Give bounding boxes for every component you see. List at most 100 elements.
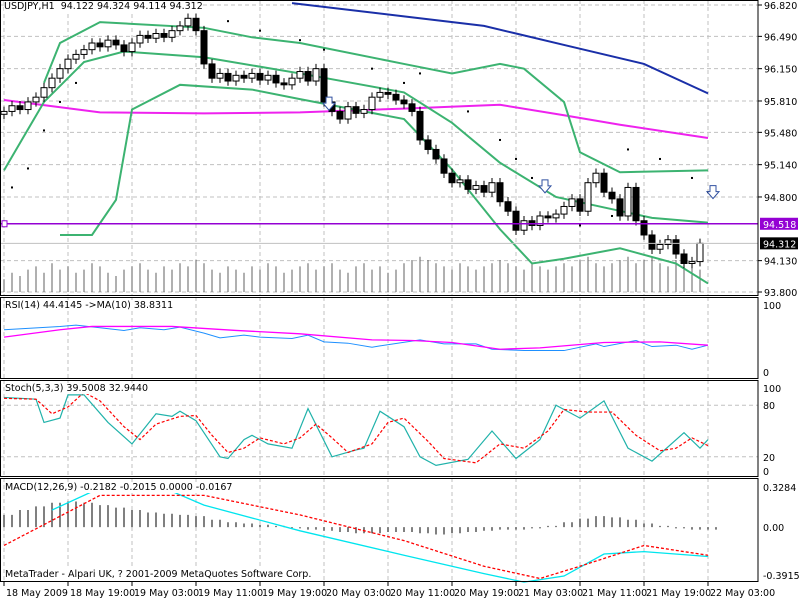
rsi-ma-line bbox=[3, 325, 709, 350]
down-arrow-icon bbox=[321, 96, 337, 111]
stoch-d-line bbox=[3, 391, 709, 464]
parabolic-sar-dot bbox=[27, 167, 29, 170]
parabolic-sar-dot bbox=[531, 176, 533, 179]
indicator-axis-label: 100 bbox=[763, 384, 781, 395]
bear-candle bbox=[120, 44, 128, 53]
bull-candle bbox=[288, 77, 296, 86]
bear-candle bbox=[616, 198, 624, 217]
bull-candle bbox=[456, 179, 464, 184]
open-value: 94.122 bbox=[60, 1, 94, 12]
x-tick-label: 21 May 03:00 bbox=[518, 588, 583, 599]
bull-candle bbox=[232, 74, 240, 82]
parabolic-sar-dot bbox=[579, 224, 581, 227]
indicator-axis-label: 0 bbox=[763, 368, 769, 379]
price-axis-label: 94.130 bbox=[764, 257, 797, 268]
down-arrow-icon bbox=[705, 185, 721, 200]
stoch-title: Stoch(5,3,3) 39.5008 32.9440 bbox=[5, 383, 149, 394]
pane-border bbox=[0, 478, 759, 582]
bull-candle bbox=[136, 34, 144, 44]
parabolic-sar-dot bbox=[659, 157, 661, 160]
bull-candle bbox=[152, 33, 160, 39]
bull-candle bbox=[184, 17, 192, 27]
bear-candle bbox=[336, 110, 344, 120]
parabolic-sar-dot bbox=[299, 39, 301, 42]
bull-candle bbox=[80, 49, 88, 55]
bear-candle bbox=[416, 110, 424, 141]
stoch-k-line bbox=[3, 394, 709, 467]
bull-candle bbox=[472, 185, 480, 190]
bear-candle bbox=[256, 72, 264, 81]
bollinger-lower bbox=[60, 83, 709, 285]
x-tick-label: 19 May 03:00 bbox=[134, 588, 199, 599]
bull-candle bbox=[376, 91, 384, 98]
bear-candle bbox=[608, 191, 616, 200]
indicator-axis-label: 80 bbox=[763, 401, 775, 412]
x-tick-label: 22 May 03:00 bbox=[710, 588, 775, 599]
bull-candle bbox=[168, 30, 176, 38]
indicator-axis-label: 20 bbox=[763, 453, 775, 464]
current-price-label: 94.312 bbox=[763, 239, 796, 250]
x-tick-label: 20 May 03:00 bbox=[326, 588, 391, 599]
pane-border bbox=[0, 0, 759, 296]
bear-candle bbox=[384, 91, 392, 95]
high-value: 94.324 bbox=[96, 1, 131, 12]
price-axis-label: 94.800 bbox=[764, 193, 797, 204]
bear-candle bbox=[504, 201, 512, 212]
parabolic-sar-dot bbox=[467, 110, 469, 113]
parabolic-sar-dot bbox=[259, 29, 261, 32]
bear-candle bbox=[672, 239, 680, 255]
bull-candle bbox=[88, 42, 96, 51]
horizontal-line-price: 94.518 bbox=[763, 220, 796, 231]
bear-candle bbox=[16, 105, 24, 111]
parabolic-sar-dot bbox=[323, 48, 325, 51]
bear-candle bbox=[352, 106, 360, 114]
bull-candle bbox=[592, 172, 600, 184]
parabolic-sar-dot bbox=[691, 176, 693, 179]
bull-candle bbox=[552, 213, 560, 219]
bear-candle bbox=[512, 210, 520, 231]
bear-candle bbox=[304, 71, 312, 82]
bear-candle bbox=[224, 72, 232, 82]
price-axis-label: 93.800 bbox=[764, 288, 797, 299]
bear-candle bbox=[424, 139, 432, 150]
bull-candle bbox=[568, 198, 576, 207]
horizontal-line-price-box bbox=[760, 217, 798, 230]
price-axis-label: 95.480 bbox=[764, 128, 797, 139]
bull-candle bbox=[48, 77, 56, 89]
bull-candle bbox=[24, 101, 32, 111]
indicator-axis-label: 0 bbox=[763, 467, 769, 478]
bull-candle bbox=[0, 110, 8, 115]
indicator-axis-label: -0.3915 bbox=[763, 571, 800, 582]
bull-candle bbox=[664, 239, 672, 245]
bear-candle bbox=[648, 234, 656, 250]
x-tick-label: 21 May 19:00 bbox=[646, 588, 711, 599]
bear-candle bbox=[632, 186, 640, 222]
bear-candle bbox=[272, 74, 280, 84]
bear-candle bbox=[600, 172, 608, 193]
bear-candle bbox=[280, 82, 288, 86]
price-axis-label: 96.820 bbox=[764, 1, 797, 12]
bull-candle bbox=[32, 96, 40, 103]
bull-candle bbox=[344, 106, 352, 120]
bear-candle bbox=[480, 185, 488, 193]
x-tick-label: 18 May 19:00 bbox=[70, 588, 135, 599]
bull-candle bbox=[248, 72, 256, 79]
down-arrow-icon bbox=[537, 179, 553, 194]
moving-average-slow bbox=[291, 2, 709, 95]
rsi-line bbox=[3, 324, 709, 352]
bear-candle bbox=[408, 103, 416, 112]
bull-candle bbox=[488, 182, 496, 193]
price-axis-label: 95.140 bbox=[764, 161, 797, 172]
macd-signal-line bbox=[3, 494, 709, 580]
price-axis-label: 96.150 bbox=[764, 65, 797, 76]
bull-candle bbox=[536, 215, 544, 226]
pane-border bbox=[0, 297, 759, 379]
copyright-text: MetaTrader - Alpari UK, ? 2001-2009 Meta… bbox=[5, 569, 312, 580]
bear-candle bbox=[448, 172, 456, 184]
low-value: 94.114 bbox=[133, 1, 167, 12]
parabolic-sar-dot bbox=[227, 20, 229, 23]
bull-candle bbox=[520, 220, 528, 231]
bear-candle bbox=[400, 99, 408, 105]
bull-candle bbox=[8, 105, 16, 112]
